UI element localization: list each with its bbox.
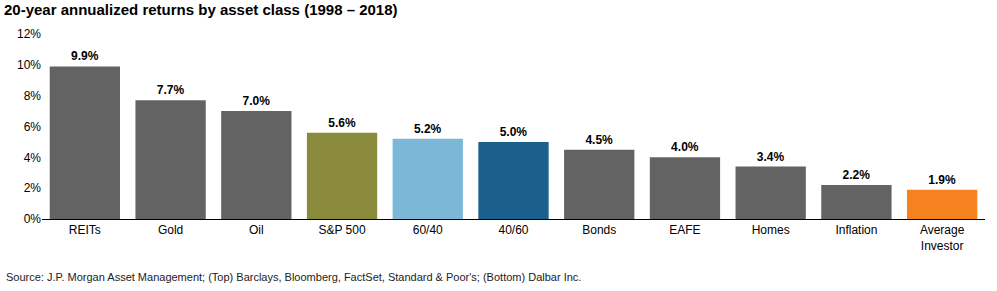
svg-text:5.6%: 5.6%	[328, 116, 356, 130]
svg-text:60/40: 60/40	[413, 223, 443, 237]
svg-text:6%: 6%	[24, 120, 42, 134]
svg-text:S&P 500: S&P 500	[318, 223, 365, 237]
svg-text:Gold: Gold	[158, 223, 183, 237]
svg-text:4%: 4%	[24, 151, 42, 165]
svg-text:5.2%: 5.2%	[414, 122, 442, 136]
svg-text:3.4%: 3.4%	[757, 150, 785, 164]
svg-text:9.9%: 9.9%	[71, 49, 99, 63]
svg-text:2%: 2%	[24, 181, 42, 195]
svg-text:AverageInvestor: AverageInvestor	[920, 223, 965, 253]
svg-text:8%: 8%	[24, 89, 42, 103]
svg-text:Homes: Homes	[752, 223, 790, 237]
svg-text:Oil: Oil	[249, 223, 264, 237]
svg-text:Source: J.P. Morgan Asset Mana: Source: J.P. Morgan Asset Management; (T…	[6, 271, 581, 283]
svg-text:Bonds: Bonds	[582, 223, 616, 237]
svg-text:40/60: 40/60	[498, 223, 528, 237]
svg-text:REITs: REITs	[69, 223, 101, 237]
svg-text:20-year annualized returns by: 20-year annualized returns by asset clas…	[4, 1, 398, 18]
svg-text:12%: 12%	[17, 27, 41, 41]
svg-text:10%: 10%	[17, 58, 41, 72]
svg-text:Inflation: Inflation	[835, 223, 877, 237]
svg-text:1.9%: 1.9%	[928, 173, 956, 187]
svg-text:7.7%: 7.7%	[157, 83, 185, 97]
svg-text:EAFE: EAFE	[669, 223, 700, 237]
svg-text:0%: 0%	[24, 212, 42, 226]
svg-text:2.2%: 2.2%	[843, 168, 871, 182]
svg-text:5.0%: 5.0%	[500, 125, 528, 139]
svg-text:7.0%: 7.0%	[242, 94, 270, 108]
svg-text:4.0%: 4.0%	[671, 140, 699, 154]
svg-text:4.5%: 4.5%	[585, 133, 613, 147]
